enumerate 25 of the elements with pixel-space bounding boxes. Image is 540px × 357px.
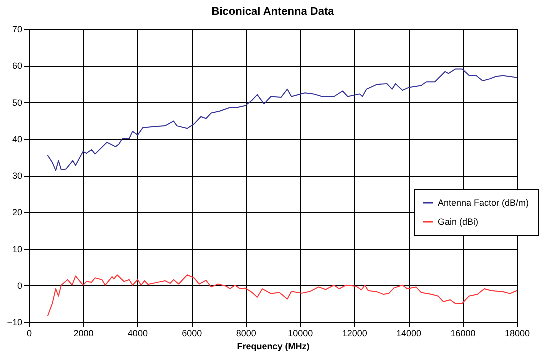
x-tick-label: 18000 [504, 328, 530, 338]
x-tick-label: 12000 [342, 328, 368, 338]
x-tick-label: 2000 [74, 328, 94, 338]
y-tick-label: 50 [12, 98, 22, 108]
y-tick-label: 10 [12, 244, 22, 254]
line-series [47, 68, 518, 172]
x-tick-label: 4000 [128, 328, 148, 338]
x-tick-label: 10000 [288, 328, 314, 338]
y-tick-label: −10 [7, 318, 22, 328]
line-series [47, 274, 518, 318]
y-tick-label: 30 [12, 171, 22, 181]
x-tick-label: 8000 [236, 328, 256, 338]
y-tick-label: 0 [17, 280, 22, 291]
chart-title: Biconical Antenna Data [212, 6, 336, 18]
x-tick-label: 0 [26, 328, 32, 338]
legend-label: Gain (dBi) [438, 217, 479, 227]
legend-label: Antenna Factor (dB/m) [438, 198, 530, 208]
x-tick-label: 16000 [450, 328, 476, 338]
y-tick-label: 20 [12, 208, 22, 218]
y-tick-label: 60 [12, 61, 22, 72]
x-tick-label: 6000 [182, 328, 202, 338]
x-axis-title: Frequency (MHz) [237, 342, 310, 352]
y-tick-label: 40 [12, 134, 22, 144]
y-tick-label: 70 [12, 24, 22, 34]
x-tick-label: 14000 [396, 328, 422, 338]
